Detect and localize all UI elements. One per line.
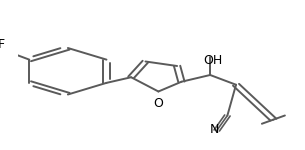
Text: N: N	[210, 123, 219, 136]
Text: OH: OH	[203, 54, 223, 67]
Text: O: O	[153, 97, 163, 110]
Text: F: F	[0, 38, 5, 51]
